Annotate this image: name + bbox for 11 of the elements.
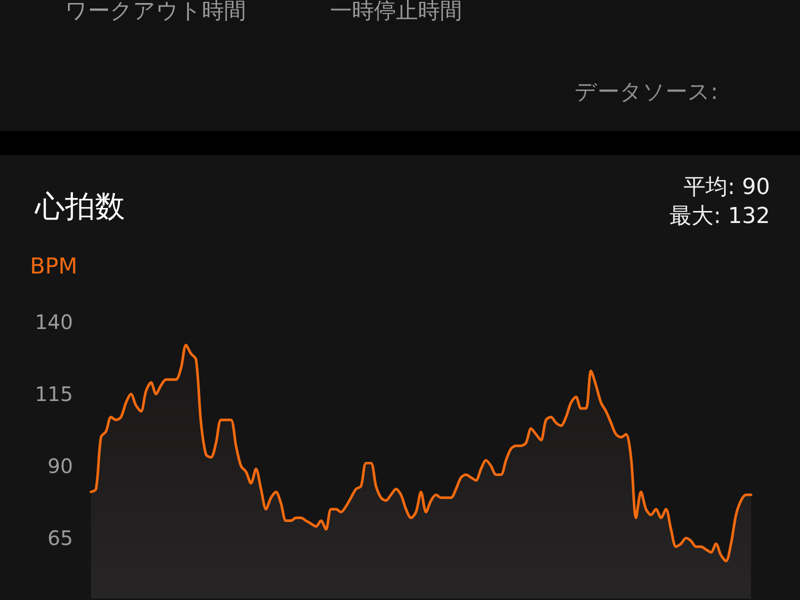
text: データソース: [574,80,718,106]
y-tick-label: 90 [48,454,73,478]
text: 一時停止時間 [330,0,462,26]
text: 最大: 132 [670,204,770,230]
y-tick-label: 140 [34,310,73,334]
text: ワークアウト時間 [65,0,246,26]
chart-title: 心拍数 [34,190,125,224]
y-tick-label: 115 [34,382,73,406]
y-tick-label: 65 [48,526,73,550]
text: 平均: 90 [684,174,770,202]
y-axis-title: BPM [30,254,78,280]
